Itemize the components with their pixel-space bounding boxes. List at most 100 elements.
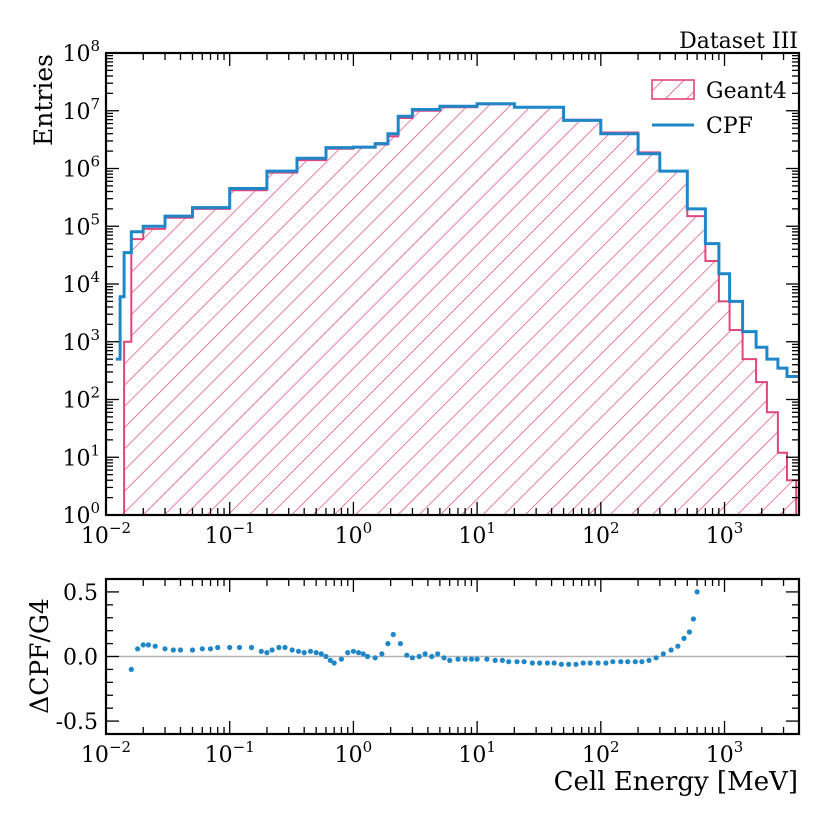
ratio-point xyxy=(227,644,233,651)
ratio-point xyxy=(514,659,520,665)
ratio-point xyxy=(269,647,275,653)
ratio-point xyxy=(199,646,205,652)
ratio-point xyxy=(331,660,337,666)
ratio-point xyxy=(295,648,302,654)
ratio-point xyxy=(289,647,295,653)
ratio-y-tick-label: 0.0 xyxy=(63,646,98,671)
y-tick-label: 108 xyxy=(62,37,100,67)
x-axis-label: Cell Energy [MeV] xyxy=(554,767,798,797)
ratio-point xyxy=(372,655,378,661)
ratio-point xyxy=(350,648,356,654)
ratio-point xyxy=(379,651,385,657)
ratio-point xyxy=(580,660,586,666)
ratio-point xyxy=(248,644,255,651)
x-tick-label: 10−2 xyxy=(81,738,131,768)
ratio-point xyxy=(177,647,184,653)
y-tick-label: 101 xyxy=(62,441,100,471)
ratio-point xyxy=(189,647,196,653)
ratio-point xyxy=(537,660,543,666)
ratio-point xyxy=(318,651,324,657)
ratio-point xyxy=(447,657,453,664)
ratio-point xyxy=(313,650,319,656)
legend-label-cpf: CPF xyxy=(706,114,753,139)
y-tick-label: 104 xyxy=(62,268,100,298)
ratio-point xyxy=(435,651,441,657)
ratio-point xyxy=(551,660,557,666)
ratio-point xyxy=(323,653,329,660)
ratio-point xyxy=(492,657,498,664)
ratio-point xyxy=(307,648,314,654)
x-tick-label: 103 xyxy=(706,738,744,768)
ratio-point xyxy=(215,644,221,651)
ratio-point xyxy=(690,616,697,622)
ratio-point xyxy=(152,643,158,649)
ratio-point xyxy=(632,659,638,665)
y-tick-label: 100 xyxy=(62,499,100,529)
ratio-point xyxy=(499,657,505,664)
ratio-panel: 10−2 10−1 100 101 102 103 0.50.0-0.5 ΔCPF/G4 … xyxy=(25,577,801,797)
ratio-point xyxy=(207,646,214,652)
y-tick-label: 106 xyxy=(62,153,100,183)
y-tick-label: 102 xyxy=(62,384,100,414)
ratio-point xyxy=(327,657,333,664)
ratio-point xyxy=(145,642,151,648)
ratio-point xyxy=(422,651,428,657)
x-tick-label: 102 xyxy=(582,519,620,549)
ratio-point xyxy=(573,661,579,667)
x-tick-label: 101 xyxy=(458,519,496,549)
ratio-point xyxy=(506,659,512,665)
ratio-point xyxy=(128,666,134,673)
x-tick-label: 101 xyxy=(458,738,496,768)
ratio-point xyxy=(610,659,616,665)
x-tick-label: 102 xyxy=(582,738,620,768)
ratio-y-ticks xyxy=(106,591,799,722)
ratio-y-axis-label: ΔCPF/G4 xyxy=(25,598,54,714)
geant4-hatch-fill xyxy=(120,104,799,515)
ratio-plot-area xyxy=(128,589,700,673)
ratio-point xyxy=(455,656,461,662)
ratio-point xyxy=(301,650,307,656)
legend-label-geant4: Geant4 xyxy=(706,79,787,104)
ratio-point xyxy=(345,650,351,656)
ratio-point xyxy=(660,651,666,657)
main-x-tick-labels: 10−2 10−1 100 101 102 103 xyxy=(81,519,743,549)
ratio-point xyxy=(694,589,700,595)
ratio-point xyxy=(675,643,681,649)
ratio-point xyxy=(618,659,624,665)
ratio-point xyxy=(409,655,415,661)
ratio-point xyxy=(140,642,146,648)
y-tick-label: 105 xyxy=(62,210,100,240)
main-title: Dataset III xyxy=(679,29,798,54)
ratio-point xyxy=(236,644,243,651)
ratio-point xyxy=(625,659,631,665)
ratio-point xyxy=(135,646,141,652)
ratio-point xyxy=(170,647,176,653)
x-tick-label: 10−1 xyxy=(205,519,255,549)
y-tick-label: 103 xyxy=(62,326,100,356)
ratio-point xyxy=(355,650,362,656)
ratio-point xyxy=(484,656,490,662)
ratio-point xyxy=(544,660,551,666)
main-x-ticks xyxy=(105,53,800,515)
ratio-point xyxy=(276,644,282,651)
legend-swatch-geant4 xyxy=(651,79,695,100)
ratio-y-tick-label: -0.5 xyxy=(56,710,98,735)
ratio-point xyxy=(468,656,475,662)
ratio-point xyxy=(686,629,693,635)
main-y-tick-labels: 100 101 102 103 104 105 106 107 108 xyxy=(62,37,100,529)
x-tick-label: 10−2 xyxy=(81,519,131,549)
ratio-point xyxy=(521,659,527,665)
ratio-x-ticks xyxy=(105,579,800,734)
ratio-point xyxy=(385,641,391,647)
ratio-point xyxy=(264,650,270,656)
y-tick-label: 107 xyxy=(62,95,100,125)
ratio-point xyxy=(429,653,435,660)
ratio-point xyxy=(258,648,264,654)
ratio-point xyxy=(603,660,609,666)
ratio-point xyxy=(474,656,480,662)
x-tick-label: 10−1 xyxy=(205,738,255,768)
ratio-point xyxy=(360,651,366,657)
ratio-point xyxy=(668,647,674,653)
ratio-point xyxy=(416,653,422,660)
